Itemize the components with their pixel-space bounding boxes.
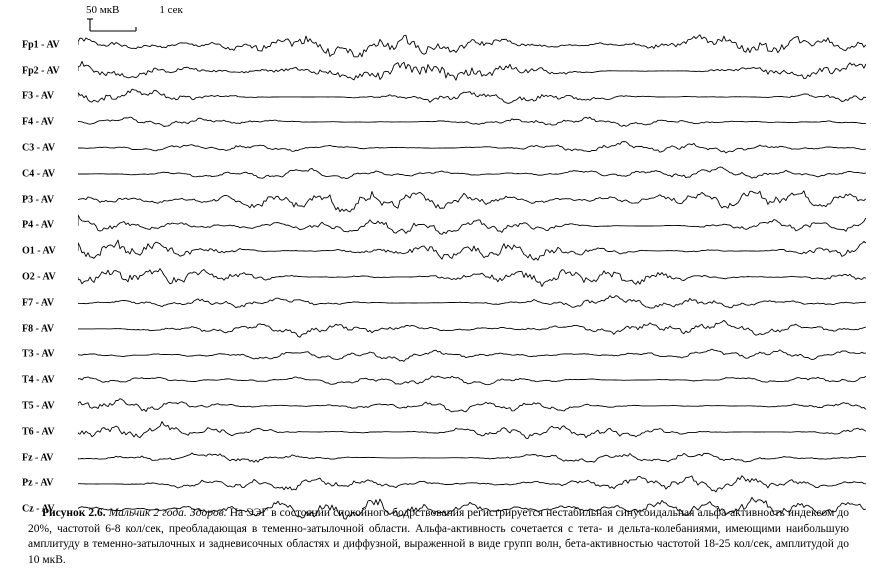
channel-label: T5 - AV <box>22 401 76 412</box>
channel-trace <box>78 471 866 497</box>
channel-trace <box>78 342 866 368</box>
channel-trace <box>78 316 866 342</box>
figure-caption: Рисунок 2.6. Мальчик 2 года. Здоров. На … <box>28 506 849 568</box>
channel-label: F8 - AV <box>22 323 76 334</box>
channel-label: Fp1 - AV <box>22 39 76 50</box>
eeg-channel-row: F8 - AV <box>22 316 867 342</box>
channel-trace <box>78 264 866 290</box>
scale-labels-row: 50 мкВ 1 сек <box>86 4 183 16</box>
eeg-channel-row: T4 - AV <box>22 367 867 393</box>
channel-trace <box>78 393 866 419</box>
eeg-channel-row: O2 - AV <box>22 264 867 290</box>
channel-trace <box>78 161 866 187</box>
scale-time-label: 1 сек <box>159 4 183 16</box>
channel-label: F3 - AV <box>22 91 76 102</box>
channel-label: Fp2 - AV <box>22 65 76 76</box>
caption-subject: Мальчик 2 года. Здоров. <box>109 507 227 519</box>
eeg-channel-row: O1 - AV <box>22 238 867 264</box>
channel-trace <box>78 187 866 213</box>
eeg-channel-row: Fp2 - AV <box>22 58 867 84</box>
eeg-channel-row: C3 - AV <box>22 135 867 161</box>
channel-label: T3 - AV <box>22 349 76 360</box>
channel-label: T4 - AV <box>22 375 76 386</box>
channel-trace <box>78 367 866 393</box>
channel-label: C4 - AV <box>22 168 76 179</box>
channel-label: O2 - AV <box>22 272 76 283</box>
channel-trace <box>78 84 866 110</box>
eeg-channel-row: C4 - AV <box>22 161 867 187</box>
eeg-channel-row: P4 - AV <box>22 213 867 239</box>
channel-label: C3 - AV <box>22 143 76 154</box>
eeg-figure-page: 50 мкВ 1 сек Fp1 - AV Fp2 - AV F3 - AV F4 -… <box>0 0 871 577</box>
scale-amplitude-label: 50 мкВ <box>86 4 119 16</box>
caption-figure-number: Рисунок 2.6. <box>42 507 106 519</box>
channel-trace <box>78 419 866 445</box>
eeg-traces-area: Fp1 - AV Fp2 - AV F3 - AV F4 - AV C3 - AV C4 … <box>22 32 867 500</box>
channel-trace <box>78 290 866 316</box>
channel-label: F4 - AV <box>22 117 76 128</box>
channel-label: O1 - AV <box>22 246 76 257</box>
channel-label: T6 - AV <box>22 426 76 437</box>
eeg-channel-row: P3 - AV <box>22 187 867 213</box>
eeg-channel-row: F7 - AV <box>22 290 867 316</box>
channel-label: P3 - AV <box>22 194 76 205</box>
channel-trace <box>78 238 866 264</box>
eeg-channel-row: T6 - AV <box>22 419 867 445</box>
eeg-channel-row: Fp1 - AV <box>22 32 867 58</box>
channel-trace <box>78 58 866 84</box>
eeg-channel-row: T3 - AV <box>22 342 867 368</box>
channel-label: P4 - AV <box>22 220 76 231</box>
eeg-channel-row: F4 - AV <box>22 109 867 135</box>
channel-label: F7 - AV <box>22 297 76 308</box>
channel-trace <box>78 213 866 239</box>
channel-trace <box>78 32 866 58</box>
channel-trace <box>78 135 866 161</box>
eeg-channel-row: T5 - AV <box>22 393 867 419</box>
eeg-channel-row: Fz - AV <box>22 445 867 471</box>
eeg-channel-row: Pz - AV <box>22 471 867 497</box>
eeg-channel-row: F3 - AV <box>22 84 867 110</box>
channel-trace <box>78 445 866 471</box>
channel-trace <box>78 109 866 135</box>
channel-label: Fz - AV <box>22 452 76 463</box>
channel-label: Pz - AV <box>22 478 76 489</box>
